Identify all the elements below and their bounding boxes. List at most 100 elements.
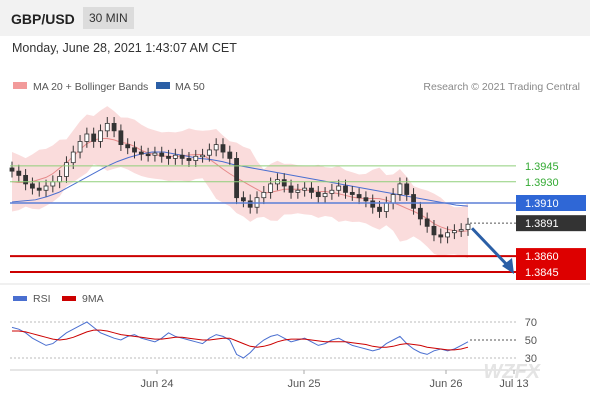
candle-body: [377, 206, 382, 212]
candle-body: [234, 158, 239, 199]
candle-body: [138, 151, 144, 155]
candle-body: [309, 187, 314, 193]
timeframe-badge[interactable]: 30 MIN: [83, 7, 134, 29]
ma50-legend-swatch: [156, 82, 170, 89]
candle-body: [411, 194, 416, 209]
candle-body: [186, 158, 192, 161]
candle-body: [302, 187, 308, 191]
candle-body: [261, 191, 267, 199]
chart-header: GBP/USD 30 MIN: [0, 0, 590, 36]
candle-body: [145, 153, 151, 157]
candle-body: [30, 183, 35, 189]
rsi-line: [11, 321, 469, 359]
resistance-label: 1.3945: [525, 161, 559, 173]
candle-body: [111, 122, 117, 132]
candle-body: [220, 144, 226, 153]
pivot-label-box: [516, 195, 586, 211]
rsi-legend-swatch: [13, 296, 27, 301]
chart-datetime: Monday, June 28, 2021 1:43:07 AM CET: [12, 41, 237, 55]
forecast-arrow: [470, 227, 512, 270]
candle-body: [281, 179, 287, 187]
rsi-ma-legend-swatch: [62, 296, 76, 301]
candle-body: [438, 234, 444, 238]
x-tick-label: Jun 26: [429, 378, 462, 390]
candle-body: [329, 189, 335, 194]
candle-body: [70, 151, 76, 164]
bollinger-legend-label: MA 20 + Bollinger Bands: [33, 81, 148, 93]
candle-body: [98, 130, 103, 142]
candle-body: [166, 155, 171, 159]
candle-body: [390, 194, 396, 204]
candle-body: [43, 185, 49, 191]
candle-body: [424, 218, 430, 227]
candle-body: [417, 207, 423, 220]
instrument-title: GBP/USD: [11, 11, 75, 27]
support-label-box: [516, 248, 586, 265]
candle-body: [458, 229, 464, 232]
support-label-box: [516, 264, 586, 280]
rsi-legend-label: RSI: [33, 293, 51, 305]
candle-body: [363, 197, 369, 202]
candle-body: [118, 130, 124, 146]
candle-body: [241, 197, 246, 202]
candle-body: [172, 154, 178, 159]
candle-body: [125, 144, 131, 149]
candle-body: [50, 181, 56, 187]
rsi-tick-label: 30: [525, 353, 537, 365]
last-price-label: 1.3891: [525, 218, 559, 230]
forecast-arrow-head: [502, 258, 514, 274]
bollinger-legend-swatch: [13, 82, 27, 89]
candle-body: [36, 187, 42, 191]
candle-body: [193, 155, 199, 161]
candle-body: [336, 185, 342, 191]
watermark-logo: WZFX: [483, 361, 541, 383]
candle-body: [206, 149, 212, 156]
candle-body: [104, 122, 110, 132]
candle-body: [451, 230, 457, 234]
candle-body: [288, 185, 294, 193]
candle-body: [247, 200, 253, 208]
x-tick-label: Jul 13: [499, 378, 528, 390]
candle-body: [356, 194, 362, 199]
candle-body: [445, 232, 450, 238]
candle-body: [397, 183, 403, 195]
price-levels: 1.3945 1.3930 1.3910 1.3891 1.3860 1.3845: [10, 161, 586, 280]
candle-body: [132, 147, 137, 153]
candle-body: [465, 223, 471, 230]
support-label: 1.3860: [525, 251, 559, 263]
candle-body: [213, 144, 219, 151]
candle-body: [152, 152, 158, 156]
rsi-ma-line: [12, 329, 469, 351]
candle-body: [57, 176, 63, 183]
candle-body: [431, 225, 437, 236]
candle-body: [227, 151, 233, 159]
candle-body: [179, 154, 185, 159]
source-credit: Research © 2021 Trading Central: [423, 81, 580, 93]
ma50-legend-label: MA 50: [175, 81, 205, 93]
x-tick-label: Jun 25: [287, 378, 320, 390]
support-label: 1.3845: [525, 267, 559, 279]
candle-body: [159, 152, 165, 157]
rsi-ma-legend-label: 9MA: [82, 293, 104, 305]
candle-body: [295, 189, 301, 193]
candle-body: [315, 191, 321, 198]
candle-body: [370, 200, 376, 208]
pivot-label: 1.3910: [525, 198, 559, 210]
resistance-label: 1.3930: [525, 177, 559, 189]
rsi-tick-label: 70: [525, 317, 537, 329]
x-axis-labels: Jun 24 Jun 25 Jun 26 Jul 13: [140, 370, 529, 390]
rsi-tick-label: 50: [525, 335, 537, 347]
rsi-plot: 70 50 30: [10, 317, 537, 365]
candle-body: [16, 170, 22, 176]
candle-body: [404, 183, 410, 195]
candle-body: [349, 191, 355, 195]
candle-body: [383, 202, 389, 212]
candle-body: [268, 183, 274, 193]
candle-body: [64, 162, 69, 177]
candle-body: [322, 193, 328, 198]
candle-body: [91, 133, 97, 142]
candle-body: [9, 167, 15, 172]
x-tick-label: Jun 24: [140, 378, 173, 390]
last-price-box: [516, 215, 586, 232]
